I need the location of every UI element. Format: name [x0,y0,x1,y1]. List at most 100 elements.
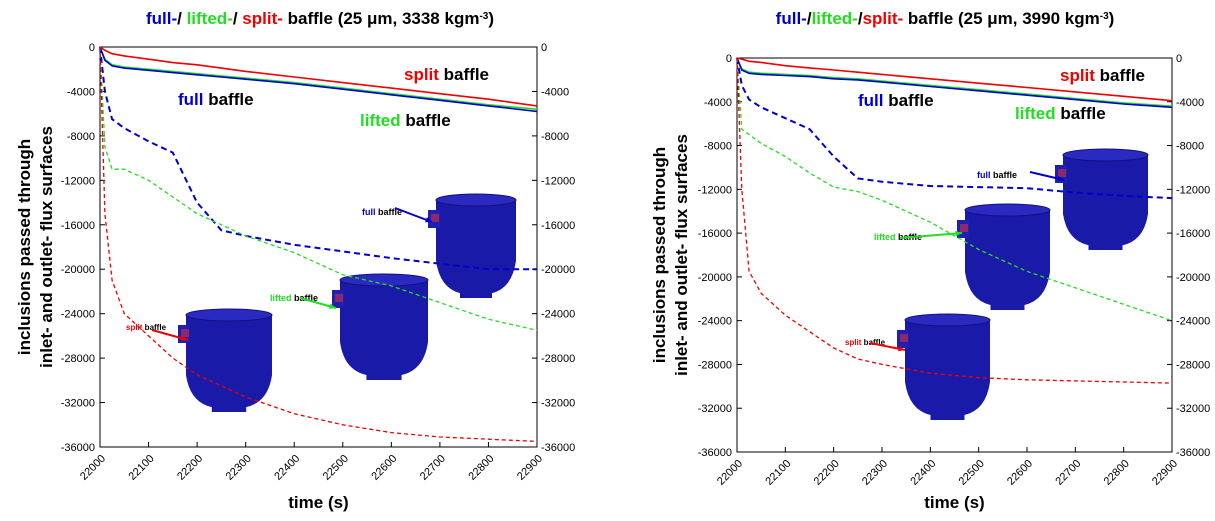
y-tick-label: -8000 [704,141,732,153]
title-part: lifted- [187,9,233,28]
tank-label-rest: baffle [991,170,1018,180]
solid-line [736,57,1173,107]
baffle [900,334,908,342]
y-tick-label: -28000 [61,353,95,365]
tank-label-word: full [362,207,376,217]
x-tick-label: 22300 [224,453,254,483]
x-tick-label: 22700 [1053,458,1083,488]
x-tick-label: 22000 [715,458,745,488]
annotation-rest: baffle [1095,66,1145,85]
tank-rim [339,273,429,287]
y2-tick-label: -36000 [541,442,575,454]
y2-tick-label: -8000 [541,131,569,143]
annotation-rest: baffle [401,111,451,130]
solid-line [736,57,1173,109]
y-axis-label: inlet- and outlet- flux surfaces [672,134,691,376]
x-tick-label: 22600 [369,453,399,483]
y2-tick-label: -32000 [1176,403,1210,415]
annotation-rest: baffle [439,65,489,84]
dashed-line [99,46,537,271]
x-tick-label: 22200 [175,453,205,483]
tank-arrow-head [1057,175,1064,182]
tank-label-word: lifted [874,232,896,242]
y-tick-label: -16000 [61,220,95,232]
y-tick-label: -20000 [698,272,732,284]
tank-arrow-head [955,230,962,237]
annotation-word: lifted [1015,104,1056,123]
annotation: lifted baffle [360,111,451,130]
tank-arrow-head [898,346,905,352]
y2-tick-label: -8000 [1176,141,1204,153]
y2-tick-label: -36000 [1176,447,1210,459]
title-part: ) [488,9,494,28]
annotation-word: full [858,91,884,110]
tank-label-word: split [126,323,143,332]
y2-tick-label: -24000 [541,309,575,321]
chart-title: full-/lifted-/split- baffle (25 μm, 3990… [776,9,1115,28]
y2-tick-label: -12000 [1176,184,1210,196]
y-tick-label: -4000 [67,86,95,98]
title-part: / [177,9,186,28]
y-tick-label: -12000 [61,175,95,187]
title-part: ) [1109,9,1115,28]
x-tick-label: 22700 [418,453,448,483]
title-part: lifted- [812,9,858,28]
y2-tick-label: 0 [541,42,547,54]
annotation-word: lifted [360,111,401,130]
dashed-line [736,57,1173,322]
x-tick-label: 22600 [1005,458,1035,488]
tank [1055,148,1149,250]
tank-label-word: lifted [270,293,292,303]
tank-arrow-head [329,303,336,309]
title-part: -3 [479,11,488,22]
tank [178,308,273,412]
tank-label-word: full [977,170,991,180]
y2-tick-label: -4000 [1176,97,1204,109]
tank-arrow-head [425,217,432,223]
dashed-line [736,57,1173,200]
tank-arrow [899,232,963,239]
y-tick-label: -24000 [698,316,732,328]
y2-tick-label: -16000 [541,220,575,232]
y-tick-label: -32000 [61,398,95,410]
x-tick-label: 22900 [515,453,545,483]
title-part: baffle (25 μm, 3338 kgm [283,9,480,28]
annotation-word: split [404,65,439,84]
x-axis-label: time (s) [288,493,348,512]
solid-line [99,46,538,107]
tank-label-rest: baffle [861,338,885,347]
annotation: split baffle [404,65,489,84]
annotation-rest: baffle [1056,104,1106,123]
baffle [335,294,343,302]
y-tick-label: 0 [89,42,95,54]
y-tick-label: -24000 [61,309,95,321]
tank [957,203,1051,310]
y-axis-label: inclusions passed through [15,139,34,355]
tank-rim [435,193,517,207]
title-part: / [807,9,812,28]
x-tick-label: 22300 [860,458,890,488]
tank-label-rest: baffle [376,207,403,217]
title-part: full- [776,9,807,28]
y2-tick-label: 0 [1176,53,1182,65]
title-part: baffle (25 μm, 3990 kgm [903,9,1100,28]
tank-label: full baffle [977,170,1017,180]
y2-tick-label: -20000 [1176,272,1210,284]
tank-rim [185,308,273,322]
tank-label-rest: baffle [142,323,166,332]
y2-tick-label: -28000 [541,353,575,365]
plot-frame [99,46,538,448]
y-tick-label: 0 [726,53,732,65]
tank-arrow [394,207,433,223]
title-part: full- [146,9,177,28]
tank-label: split baffle [845,338,886,347]
tank-rim [904,313,991,327]
y-axis-label: inlet- and outlet- flux surfaces [37,126,56,368]
tank [897,313,991,420]
y-tick-label: -36000 [61,442,95,454]
y-tick-label: -4000 [704,97,732,109]
annotation-rest: baffle [884,91,934,110]
annotation-word: full [178,90,204,109]
annotation: full baffle [858,91,934,110]
